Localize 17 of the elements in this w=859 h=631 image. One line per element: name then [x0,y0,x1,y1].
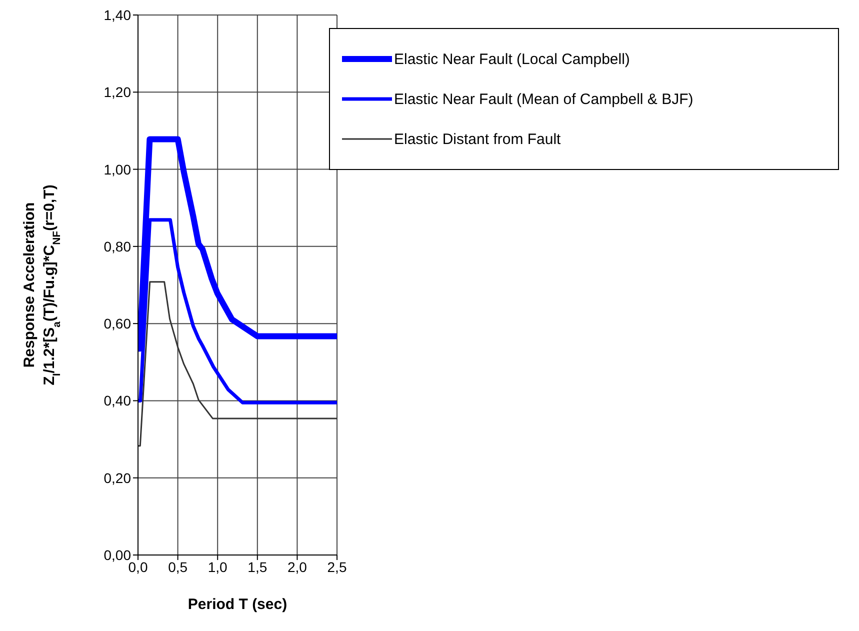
line-series [138,281,337,447]
legend-label: Elastic Near Fault (Local Campbell) [394,50,630,68]
x-axis-title: Period T (sec) [188,596,288,613]
legend-label: Elastic Distant from Fault [394,130,561,148]
y-tick-label: 0,60 [104,316,132,332]
y-tick-label: 0,40 [104,392,132,409]
x-tick-label: 0,5 [168,558,188,575]
x-tick-label: 1,5 [248,558,268,575]
y-tick-label: 0,80 [104,238,132,254]
legend-label: Elastic Near Fault (Mean of Campbell & BJF) [394,90,694,108]
y-tick-label: 0,20 [104,470,132,486]
y-tick-label: 1,40 [104,6,132,23]
y-tick-label: 1,20 [104,84,132,100]
y-tick-label: 1,00 [104,161,132,178]
x-tick-label: 1,0 [208,558,228,575]
x-tick-label: 2,0 [287,558,308,575]
x-tick-label: 2,5 [327,558,347,575]
